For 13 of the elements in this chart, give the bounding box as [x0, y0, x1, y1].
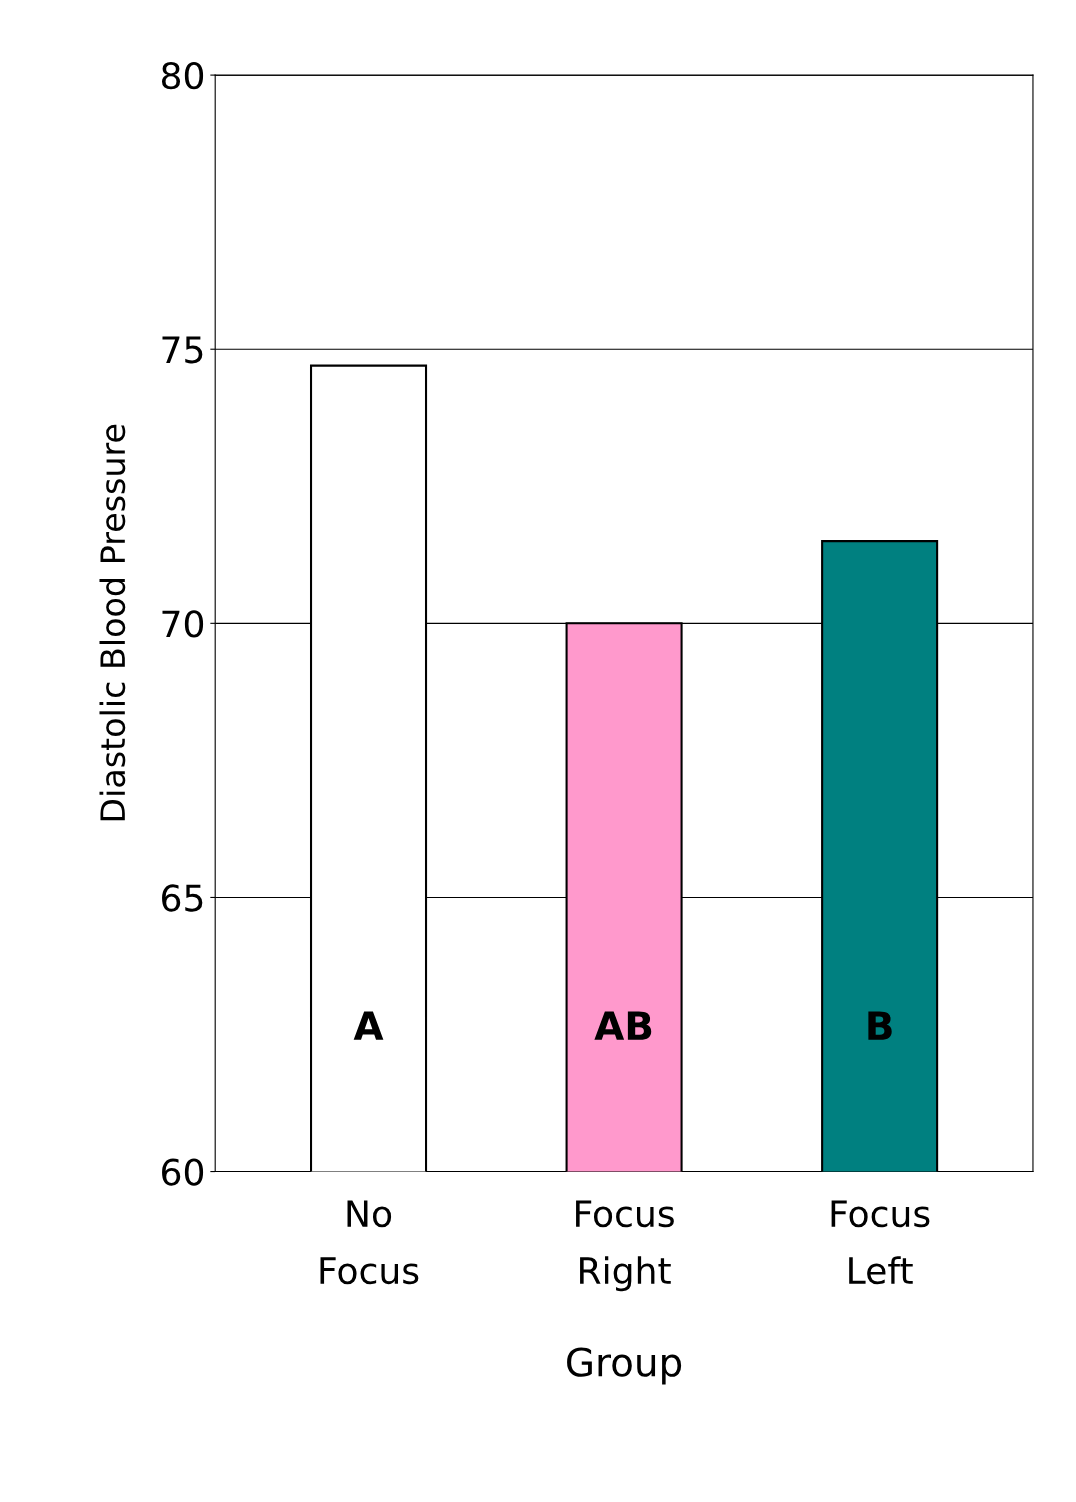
x-tick-label: Focus Right	[576, 1200, 674, 1292]
x-tick-label: Focus Left	[831, 1200, 930, 1285]
y-tick-label: 75	[162, 336, 203, 364]
annotation: A	[353, 1011, 384, 1040]
annotation: B	[868, 1011, 892, 1040]
x-tick-label: No Focus	[320, 1200, 419, 1285]
x-axis-title: Group	[567, 1347, 682, 1385]
y-tick-label: 70	[162, 610, 204, 638]
y-tick-label: 65	[162, 884, 203, 912]
y-tick-label: 80	[161, 62, 204, 90]
annotation: AB	[594, 1011, 652, 1040]
y-axis-title: Diastolic Blood Pressure	[99, 424, 126, 821]
y-tick-label: 60	[162, 1158, 204, 1186]
